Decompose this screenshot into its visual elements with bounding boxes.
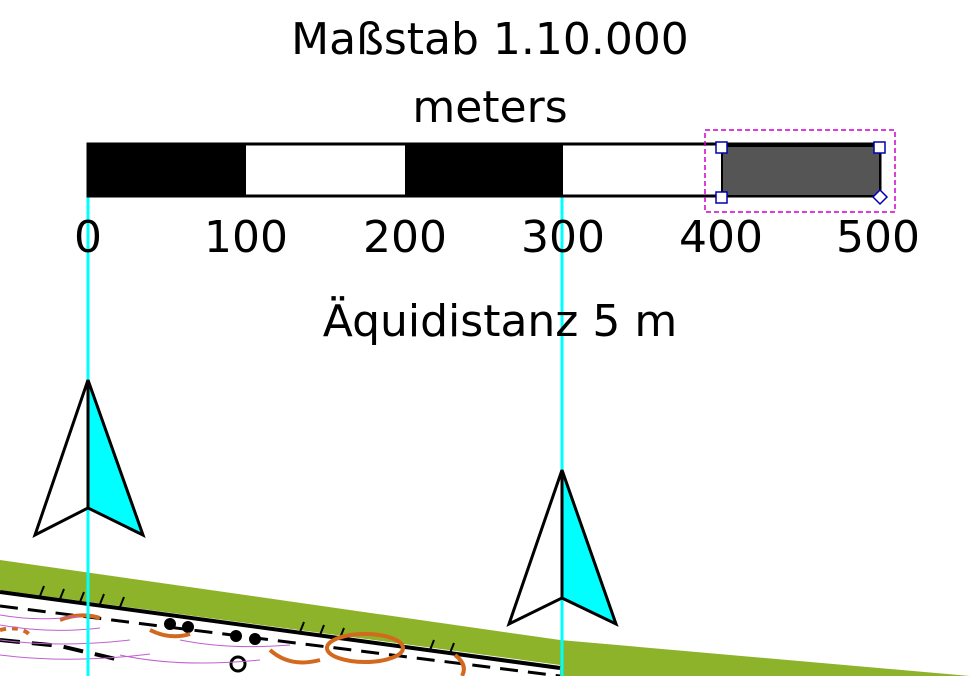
scale-tick-label: 100 xyxy=(204,212,288,263)
selection-frame[interactable] xyxy=(704,129,896,213)
resize-handle-bottom-left[interactable] xyxy=(715,191,728,204)
rotate-handle[interactable] xyxy=(871,188,889,206)
scale-tick-label: 200 xyxy=(363,212,447,263)
scale-bar[interactable] xyxy=(86,142,882,198)
resize-handle-top-left[interactable] xyxy=(715,141,728,154)
map-terrain xyxy=(0,560,970,676)
scale-tick-label: 0 xyxy=(74,212,102,263)
scale-tick-label: 500 xyxy=(836,212,920,263)
scale-segment-400-500-selected[interactable] xyxy=(721,145,881,197)
scale-segment-0-100[interactable] xyxy=(88,144,246,196)
resize-handle-top-right[interactable] xyxy=(873,141,886,154)
north-arrow-icon xyxy=(32,379,146,539)
scale-segment-200-300[interactable] xyxy=(405,144,563,196)
scale-units: meters xyxy=(412,82,568,133)
scale-tick-label: 300 xyxy=(521,212,605,263)
scale-tick-label: 400 xyxy=(679,212,763,263)
contour-interval-label: Äquidistanz 5 m xyxy=(322,296,678,347)
north-arrow-icon xyxy=(506,469,619,627)
scale-title: Maßstab 1.10.000 xyxy=(291,14,689,65)
